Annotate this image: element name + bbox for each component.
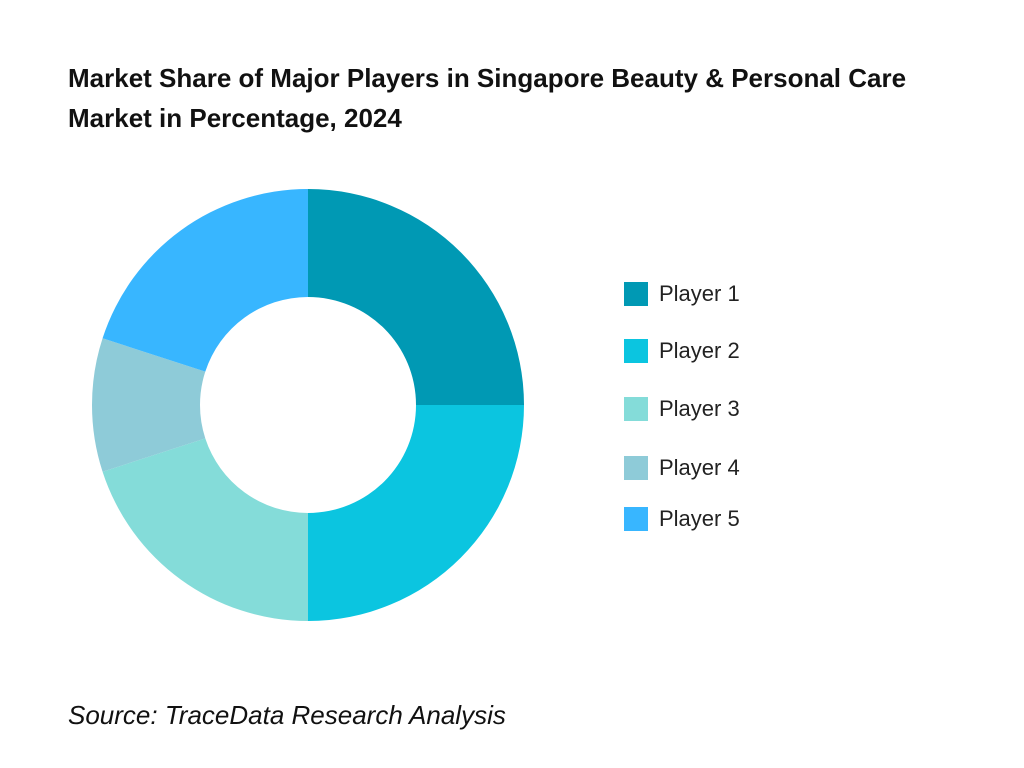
donut-slice-5	[102, 189, 308, 372]
donut-slice-3	[102, 438, 308, 621]
legend-swatch-3	[624, 397, 648, 421]
source-note: Source: TraceData Research Analysis	[68, 700, 506, 730]
legend-item-2: Player 2	[624, 336, 740, 366]
legend-label-4: Player 4	[659, 455, 740, 480]
legend-item-1: Player 1	[624, 279, 740, 309]
chart-title: Market Share of Major Players in Singapo…	[68, 63, 907, 133]
legend-swatch-4	[624, 456, 648, 480]
legend-swatch-1	[624, 282, 648, 306]
donut-slice-2	[308, 405, 524, 621]
legend-item-5: Player 5	[624, 504, 740, 534]
donut-slice-1	[308, 189, 524, 405]
legend-item-4: Player 4	[624, 453, 740, 483]
donut-slice-4	[91, 338, 206, 472]
legend: Player 1 Player 2 Player 3 Player 4 Player 5	[624, 279, 884, 539]
legend-label-2: Player 2	[659, 338, 740, 363]
legend-label-5: Player 5	[659, 506, 740, 531]
legend-label-3: Player 3	[659, 396, 740, 421]
donut-chart	[91, 189, 524, 621]
legend-label-1: Player 1	[659, 281, 740, 306]
legend-swatch-2	[624, 339, 648, 363]
legend-swatch-5	[624, 507, 648, 531]
legend-item-3: Player 3	[624, 394, 740, 424]
